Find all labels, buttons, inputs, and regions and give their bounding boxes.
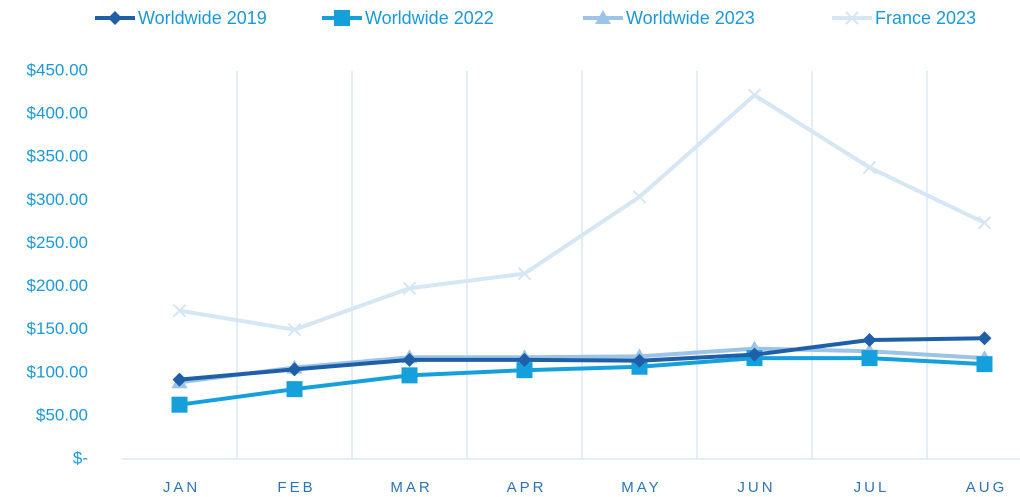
x-tick-label: JUN — [737, 479, 775, 496]
marker — [516, 362, 533, 379]
y-tick-label: $200.00 — [27, 276, 88, 295]
marker — [861, 350, 878, 367]
series-line — [179, 93, 986, 332]
y-tick-label: $400.00 — [27, 104, 88, 123]
y-tick-label: $450.00 — [27, 60, 88, 79]
y-tick-label: $50.00 — [36, 405, 88, 424]
marker — [334, 10, 350, 26]
y-tick-label: $350.00 — [27, 147, 88, 166]
marker — [862, 333, 877, 348]
marker — [172, 372, 187, 387]
legend-label: Worldwide 2023 — [626, 8, 755, 28]
series-line — [179, 336, 985, 382]
marker — [108, 11, 122, 25]
series-line — [179, 356, 985, 407]
marker — [977, 331, 992, 346]
marker — [845, 11, 859, 25]
x-tick-label: JUL — [854, 479, 890, 496]
y-tick-label: $300.00 — [27, 190, 88, 209]
marker — [632, 353, 647, 368]
marker — [976, 356, 993, 373]
marker — [632, 190, 647, 204]
y-tick-label: $100.00 — [27, 362, 88, 381]
x-tick-label: APR — [507, 479, 547, 496]
marker — [172, 303, 187, 318]
marker — [402, 281, 417, 295]
marker — [286, 381, 303, 398]
marker — [747, 347, 762, 362]
x-tick-label: FEB — [277, 479, 315, 496]
x-tick-label: JAN — [163, 479, 200, 496]
marker — [517, 266, 532, 281]
marker — [517, 352, 532, 367]
marker — [977, 216, 992, 230]
marker — [287, 322, 302, 337]
marker — [401, 367, 418, 384]
marker — [747, 88, 762, 102]
marker — [402, 352, 417, 367]
x-tick-label: AUG — [966, 479, 1008, 496]
legend-label: Worldwide 2019 — [138, 8, 267, 28]
marker — [287, 362, 302, 377]
marker — [171, 396, 188, 413]
marker — [595, 10, 611, 24]
x-tick-label: MAY — [621, 479, 661, 496]
x-tick-label: MAR — [390, 479, 432, 496]
legend-label: Worldwide 2022 — [365, 8, 494, 28]
legend-label: France 2023 — [875, 8, 976, 28]
y-tick-label: $- — [73, 448, 88, 467]
y-tick-label: $150.00 — [27, 319, 88, 338]
y-tick-label: $250.00 — [27, 233, 88, 252]
marker — [862, 160, 877, 175]
